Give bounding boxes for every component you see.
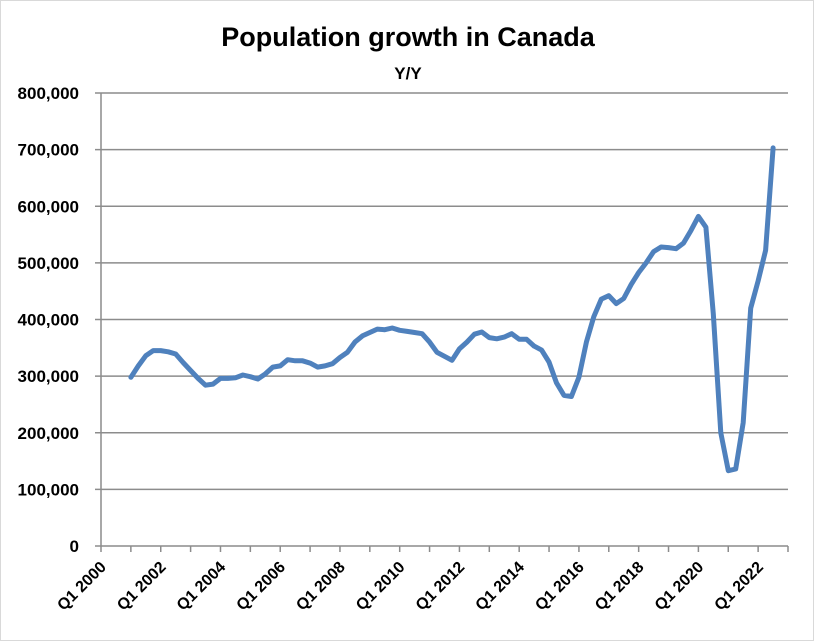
y-tick-label: 400,000 — [18, 311, 79, 330]
y-tick-label: 500,000 — [18, 254, 79, 273]
y-tick-label: 300,000 — [18, 367, 79, 386]
x-tick-label: Q1 2010 — [353, 559, 408, 614]
grid-lines — [101, 92, 788, 491]
x-tick-label: Q1 2016 — [532, 559, 587, 614]
y-tick-label: 200,000 — [18, 424, 79, 443]
y-tick-label: 0 — [70, 537, 79, 556]
x-tick-label: Q1 2002 — [114, 559, 169, 614]
x-tick-label: Q1 2000 — [54, 559, 109, 614]
x-tick-label: Q1 2006 — [234, 559, 289, 614]
x-tick-label: Q1 2018 — [592, 559, 647, 614]
y-tick-label: 100,000 — [18, 480, 79, 499]
y-tick-label: 600,000 — [18, 197, 79, 216]
chart-title: Population growth in Canada — [221, 22, 595, 52]
x-tick-label: Q1 2014 — [473, 559, 528, 614]
y-tick-label: 800,000 — [18, 84, 79, 103]
y-tick-label: 700,000 — [18, 141, 79, 160]
series-group — [128, 145, 776, 474]
x-tick-label: Q1 2022 — [712, 559, 767, 614]
x-tick-label: Q1 2008 — [293, 559, 348, 614]
series-line — [128, 145, 776, 474]
x-tick-label: Q1 2012 — [413, 559, 468, 614]
x-axis-ticks: Q1 2000 Q1 2002 Q1 2004 Q1 2006 Q1 2008 Q1 20… — [54, 546, 789, 614]
x-tick-label: Q1 2004 — [174, 559, 229, 614]
chart-subtitle: Y/Y — [394, 64, 422, 83]
x-tick-label: Q1 2020 — [652, 559, 707, 614]
y-axis-ticks: 0 100,000 200,000 300,000 400,000 500,000 600,… — [18, 84, 101, 556]
